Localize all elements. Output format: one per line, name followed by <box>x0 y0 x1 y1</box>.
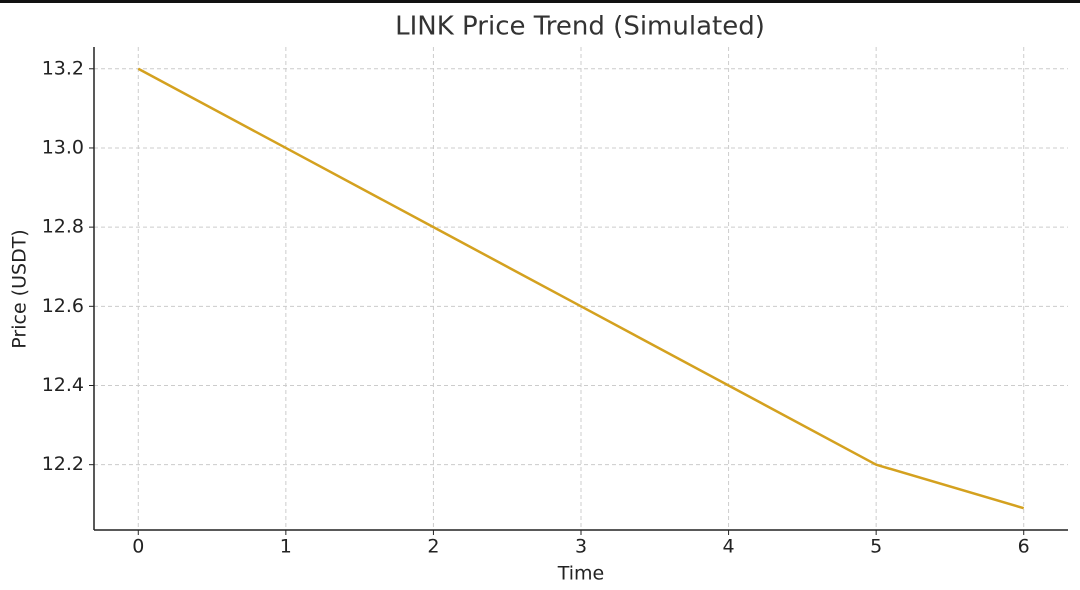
x-tick-label: 3 <box>575 536 587 558</box>
x-tick-label: 4 <box>723 536 735 558</box>
x-tick-label: 1 <box>280 536 292 558</box>
y-tick-label: 13.2 <box>42 57 84 79</box>
y-axis-label: Price (USDT) <box>9 229 31 348</box>
x-axis-label: Time <box>557 563 605 585</box>
x-tick-label: 5 <box>870 536 882 558</box>
y-tick-label: 13.0 <box>42 136 84 158</box>
y-tick-label: 12.8 <box>42 216 84 238</box>
y-tick-label: 12.4 <box>42 374 84 396</box>
chart-title: LINK Price Trend (Simulated) <box>395 12 765 42</box>
y-tick-label: 12.2 <box>42 453 84 475</box>
top-border <box>0 0 1080 3</box>
price-line <box>137 67 1025 510</box>
x-tick-label: 0 <box>132 536 144 558</box>
x-tick-label: 2 <box>427 536 439 558</box>
x-tick-label: 6 <box>1018 536 1030 558</box>
y-tick-label: 12.6 <box>42 295 84 317</box>
